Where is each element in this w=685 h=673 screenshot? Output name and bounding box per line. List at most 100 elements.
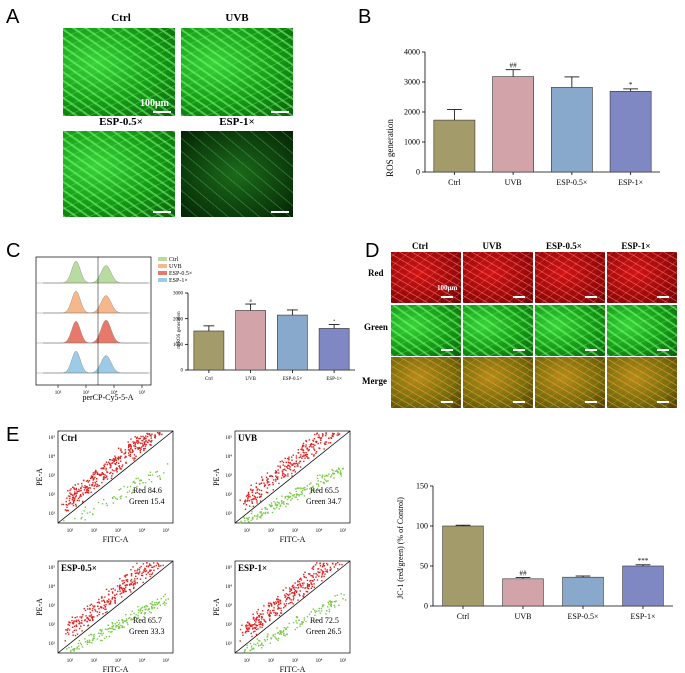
event-red [144,568,147,570]
event-red [73,625,76,627]
event-red [269,475,271,477]
event-red [297,599,299,601]
event-green [97,501,100,504]
event-red [247,491,250,494]
event-red [81,622,83,624]
event-red [138,441,140,443]
event-red [94,476,96,479]
event-red [279,599,282,602]
event-red [116,471,118,473]
event-red [125,461,127,463]
event-red [254,618,256,620]
event-red [151,433,153,435]
event-red [268,605,270,608]
event-green [91,634,93,636]
y-tick-label: 10⁵ [225,565,232,571]
event-red [129,445,131,447]
event-green [265,511,267,514]
event-green [103,637,106,640]
event-red [73,493,76,495]
event-green [78,645,80,647]
event-red [65,510,68,512]
event-green [96,638,99,640]
event-green [321,474,324,476]
event-red [267,484,270,486]
event-red [98,613,100,616]
event-red [81,616,83,618]
event-red [73,620,75,622]
event-red [320,437,322,440]
event-red [151,566,153,568]
event-red [285,600,287,602]
event-red [256,489,258,491]
event-green [130,619,132,621]
event-green [110,627,112,630]
event-green [123,626,125,628]
event-red [139,571,141,573]
event-green [326,610,328,612]
event-red [247,630,250,632]
event-red [136,439,138,442]
event-red [313,448,315,450]
event-red [82,492,84,494]
event-red [86,485,88,488]
event-green [118,624,120,626]
event-red [149,443,152,446]
event-green [113,628,115,631]
event-red [86,616,89,619]
event-red [259,623,262,625]
event-green [66,648,68,650]
event-red [92,472,94,474]
event-red [290,599,292,601]
event-red [288,596,290,599]
event-red [291,601,293,604]
event-green [268,504,271,506]
event-green [270,505,273,507]
event-green [302,487,304,490]
event-green [259,516,261,518]
event-red [94,471,96,473]
event-red [130,447,132,450]
event-red [92,481,94,484]
event-red [281,474,284,477]
event-red [306,453,308,456]
event-red [136,441,138,443]
event-green [126,491,129,493]
event-red [285,469,287,472]
event-green [132,481,134,483]
event-green [126,619,128,622]
event-red [139,449,141,452]
event-red [104,606,106,608]
event-green [125,614,127,616]
y-tick-label: 50 [420,562,428,571]
legend-item: ESP-0.5× [158,271,192,278]
event-red [136,570,138,572]
event-red [252,628,254,630]
event-red [150,441,152,443]
event-green [144,485,146,487]
event-red [260,621,262,624]
event-red [106,475,108,477]
event-green [306,485,308,487]
x-tick-label: 10⁵ [340,528,347,534]
event-red [72,504,75,507]
y-tick-label: 10⁴ [48,454,55,460]
event-red [145,443,147,446]
event-red [312,443,315,446]
event-red [134,572,137,575]
event-red [253,495,256,497]
event-red [139,442,142,444]
event-red [137,447,140,449]
event-red [276,478,279,480]
event-red [115,461,118,464]
event-green [336,470,338,472]
event-red [274,614,276,617]
red-percentage: Red 84.6 [133,486,162,495]
event-red [134,442,137,444]
micrograph-merge-3 [607,357,677,408]
x-tick-label: Ctrl [448,178,461,187]
event-red [73,497,75,499]
event-red [311,585,313,588]
y-tick-label: 10² [49,622,56,628]
event-green [271,504,273,507]
